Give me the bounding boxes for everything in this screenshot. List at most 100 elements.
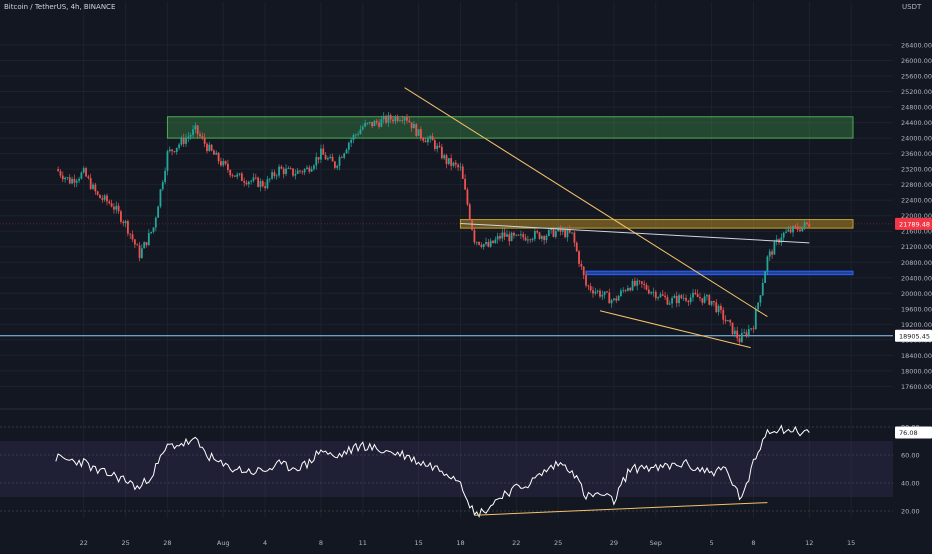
candle-body-122 [340,157,343,158]
candle-body-22 [108,201,111,204]
candle-body-163 [436,145,439,149]
candle-body-251 [640,281,643,284]
candle-body-50 [173,151,176,153]
candle-body-81 [245,182,248,185]
candle-body-283 [715,302,718,313]
candle-body-132 [364,122,367,127]
candle-body-145 [394,116,397,122]
candle-body-274 [694,292,697,295]
candle-body-201 [524,237,527,241]
candle-body-103 [296,170,299,174]
candle-body-155 [417,129,420,136]
candle-body-182 [480,244,483,247]
y-tick-label-10: 22400.00 [901,197,932,205]
candle-body-21 [106,195,108,202]
candle-body-68 [215,152,218,155]
candle-body-151 [408,120,411,123]
candle-body-20 [103,195,106,200]
axes: 26400.00 26000.00 25600.00 25200.00 24800.00… [80,41,932,547]
x-tick-label-10: 25 [554,539,562,547]
candle-body-23 [110,203,113,207]
candle-body-55 [185,138,187,144]
blue-zone [585,270,854,276]
candle-body-109 [310,168,313,172]
candle-body-87 [259,181,262,187]
candle-body-314 [787,229,790,232]
candle-body-315 [789,229,792,233]
candle-body-138 [378,122,380,127]
candle-body-284 [717,305,720,313]
candle-body-287 [724,319,727,322]
candle-body-261 [664,295,666,298]
candle-body-119 [333,161,336,168]
candle-body-46 [164,170,167,183]
candle-body-299 [752,328,755,330]
candle-body-85 [254,177,257,179]
green-zone [166,116,854,139]
candle-body-141 [385,115,387,123]
candle-body-144 [392,119,394,122]
candle-body-137 [375,120,378,123]
candle-body-306 [768,251,771,257]
candle-body-321 [803,222,806,227]
candle-body-202 [526,239,529,241]
candle-body-196 [513,232,515,236]
candle-body-185 [487,242,490,247]
candle-body-95 [278,166,280,176]
candle-body-28 [122,221,125,224]
candle-body-30 [127,221,129,234]
candle-body-304 [764,271,766,283]
candle-body-317 [794,226,797,227]
candle-body-153 [413,124,415,129]
candle-body-305 [766,256,769,272]
candle-body-118 [331,156,334,162]
candle-body-133 [366,122,369,124]
candle-body-259 [659,294,662,298]
candle-body-239 [613,298,615,301]
candle-body-13 [87,176,90,179]
rsi-current-label: 76.08 [899,429,918,437]
candle-body-157 [422,138,425,141]
candle-body-110 [313,165,315,169]
candle-body-1 [59,171,62,176]
candle-body-222 [573,232,576,243]
rsi-band [0,441,893,497]
candle-body-316 [792,226,794,233]
candle-body-276 [699,297,701,299]
candle-body-112 [317,157,320,160]
candle-body-292 [736,330,739,339]
candle-body-142 [387,115,390,123]
y-tick-label-1: 26000.00 [901,57,932,65]
candle-body-159 [426,138,429,143]
candle-body-131 [361,126,364,130]
candle-body-200 [522,234,525,238]
price-unit: USDT [902,3,922,11]
candle-body-234 [601,294,604,297]
candle-body-240 [615,298,618,301]
candle-body-139 [380,119,383,127]
x-tick-label-9: 22 [512,539,520,547]
x-tick-label-5: 8 [319,539,323,547]
candle-body-15 [92,184,94,189]
candle-body-285 [720,305,722,310]
candle-body-127 [352,135,355,140]
candle-body-210 [545,235,548,241]
candle-body-268 [680,295,683,299]
candle-body-170 [452,162,455,166]
candle-body-241 [617,296,620,301]
y-tick-label-5: 24400.00 [901,119,932,127]
candle-body-116 [326,158,329,160]
rsi-pane [0,424,893,518]
candle-body-184 [485,242,487,245]
candle-body-243 [622,290,625,292]
candle-body-3 [64,177,67,180]
candle-body-0 [57,169,60,172]
support-price-label: 18905.45 [899,332,930,340]
candle-body-246 [629,287,632,291]
candle-body-171 [454,162,457,165]
x-tick-label-15: 12 [805,539,813,547]
candle-body-117 [329,156,332,159]
rsi-divergence-line [474,502,768,516]
